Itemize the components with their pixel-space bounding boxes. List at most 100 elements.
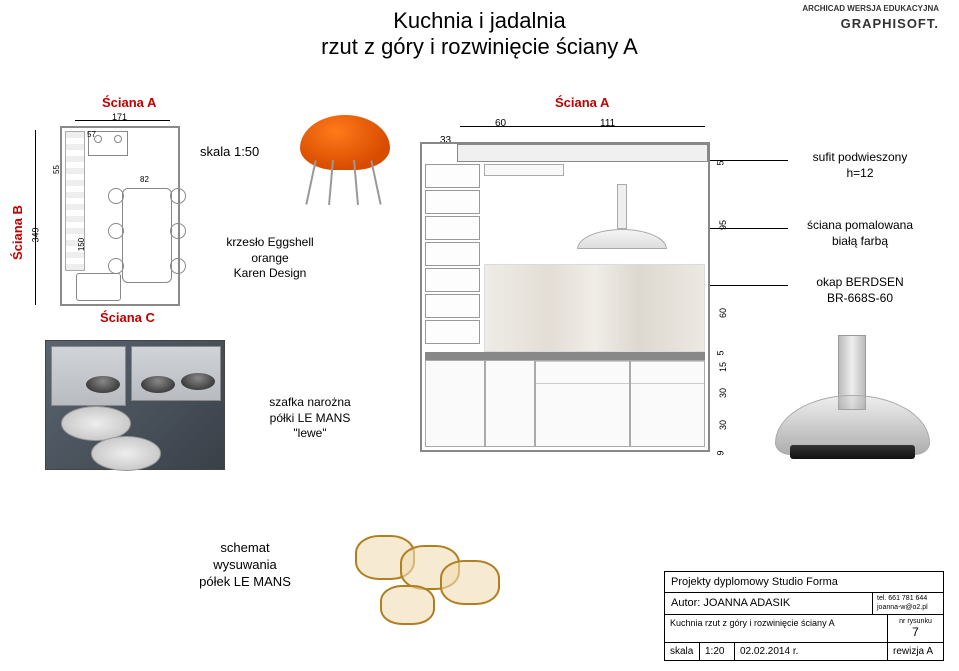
elev-lower-cabinets	[425, 360, 705, 447]
elev-shelf	[425, 164, 480, 188]
dim-60b: 60	[718, 308, 728, 318]
dim-60: 60	[495, 118, 506, 129]
tb-nr-label: nr rysunku	[893, 618, 938, 625]
dim-line	[460, 126, 555, 127]
dim-150: 150	[77, 238, 86, 251]
schemat-caption: schemat wysuwania półek LE MANS	[175, 540, 315, 591]
corner-caption-l2: półki LE MANS	[245, 411, 375, 427]
corner-bowl	[141, 376, 175, 393]
corner-bowl	[86, 376, 120, 393]
annot-line: białą farbą	[790, 234, 930, 250]
elev-shelves	[425, 164, 480, 346]
dim-15: 15	[718, 362, 728, 372]
schemat-l1: schemat	[175, 540, 315, 557]
dim-line-171	[75, 120, 170, 121]
elev-shelf	[425, 190, 480, 214]
dim-line	[555, 126, 705, 127]
chair-leg	[305, 160, 316, 204]
annot-line: okap BERDSEN	[790, 275, 930, 291]
chair-illustration	[290, 105, 400, 225]
elev-shelf	[425, 320, 480, 344]
tb-row-author: Autor: JOANNA ADASIK tel. 661 781 644 jo…	[665, 593, 943, 615]
elev-counter	[425, 352, 705, 360]
elev-drawer	[631, 361, 704, 383]
elev-drawer	[536, 361, 629, 383]
dim-5a: 5	[716, 160, 726, 165]
wall-c-label: Ściana C	[100, 310, 155, 325]
chair-caption-l3: Karen Design	[200, 266, 340, 282]
fp-chair	[108, 258, 124, 274]
chair-caption-l1: krzesło Eggshell	[200, 235, 340, 251]
corner-caption-l1: szafka narożna	[245, 395, 375, 411]
elev-shelf	[425, 294, 480, 318]
tb-rev: rewizja A	[888, 643, 943, 660]
schemat-diagram	[345, 515, 515, 635]
scale-label: skala 1:50	[200, 144, 259, 159]
corner-caption-l3: "lewe"	[245, 426, 375, 442]
watermark-text: ARCHICAD WERSJA EDUKACYJNA	[802, 4, 939, 13]
schemat-l2: wysuwania	[175, 557, 315, 574]
annot-arrow	[710, 228, 788, 229]
tb-drawing: Kuchnia rzut z góry i rozwinięcie ściany…	[665, 615, 888, 642]
schemat-shape	[440, 560, 500, 605]
title-block: Projekty dyplomowy Studio Forma Autor: J…	[664, 571, 944, 661]
tb-row-scale: skala 1:20 02.02.2014 r. rewizja A	[665, 643, 943, 660]
elev-cabinet	[485, 360, 535, 447]
dim-30a: 30	[718, 388, 728, 398]
annotation-okap: okap BERDSEN BR-668S-60	[790, 275, 930, 306]
dim-57: 57	[87, 130, 96, 139]
hood-base	[790, 445, 915, 459]
tb-email: joanna-w@o2.pl	[877, 604, 939, 612]
hood-photo	[770, 335, 935, 470]
elev-hood-pipe	[617, 184, 627, 229]
annot-line: h=12	[790, 166, 930, 182]
corner-cabinet-photo	[45, 340, 225, 470]
tb-date: 02.02.2014 r.	[735, 643, 888, 660]
elev-shelf	[425, 268, 480, 292]
dim-line-349	[35, 130, 36, 305]
fp-chair	[108, 188, 124, 204]
dim-30b: 30	[718, 420, 728, 430]
elev-drawer	[536, 383, 629, 413]
elev-upper-cabinet	[484, 164, 564, 176]
tb-project: Projekty dyplomowy Studio Forma	[665, 572, 943, 592]
floor-plan	[60, 126, 180, 306]
corner-caption: szafka narożna półki LE MANS "lewe"	[245, 395, 375, 442]
tb-row-drawing: Kuchnia rzut z góry i rozwinięcie ściany…	[665, 615, 943, 643]
tb-skala: 1:20	[700, 643, 735, 660]
tb-nr: nr rysunku 7	[888, 615, 943, 642]
tb-author: Autor: JOANNA ADASIK	[665, 593, 873, 614]
schemat-l3: półek LE MANS	[175, 574, 315, 591]
wall-a-label-left: Ściana A	[102, 95, 156, 110]
tb-skala-label: skala	[665, 643, 700, 660]
elev-shelf	[425, 216, 480, 240]
elev-cabinet	[630, 360, 705, 447]
annotation-sciana: ściana pomalowana białą farbą	[790, 218, 930, 249]
corner-bowl	[181, 373, 215, 390]
annot-arrow	[710, 285, 788, 286]
elev-ceiling	[457, 144, 708, 162]
elev-cabinet	[425, 360, 485, 447]
title-line1: Kuchnia i jadalnia	[321, 8, 638, 34]
tb-nr-val: 7	[893, 625, 938, 639]
chair-caption: krzesło Eggshell orange Karen Design	[200, 235, 340, 282]
annot-line: ściana pomalowana	[790, 218, 930, 234]
wall-a-label-right: Ściana A	[555, 95, 609, 110]
fp-chair	[170, 188, 186, 204]
tb-row-project: Projekty dyplomowy Studio Forma	[665, 572, 943, 593]
title-line2: rzut z góry i rozwinięcie ściany A	[321, 34, 638, 60]
elev-backsplash	[484, 264, 705, 352]
wall-elevation	[420, 142, 710, 452]
dim-5b: 5	[716, 350, 726, 355]
tb-contact: tel. 661 781 644 joanna-w@o2.pl	[873, 593, 943, 614]
elev-drawer	[631, 383, 704, 413]
corner-panel	[51, 346, 126, 406]
wall-b-label: Ściana B	[10, 205, 25, 260]
annot-line: sufit podwieszony	[790, 150, 930, 166]
fp-table	[122, 188, 172, 283]
fp-chair	[170, 258, 186, 274]
schemat-shape	[380, 585, 435, 625]
elev-shelf	[425, 242, 480, 266]
elev-cabinet	[535, 360, 630, 447]
brand-text: GRAPHISOFT.	[841, 16, 939, 31]
